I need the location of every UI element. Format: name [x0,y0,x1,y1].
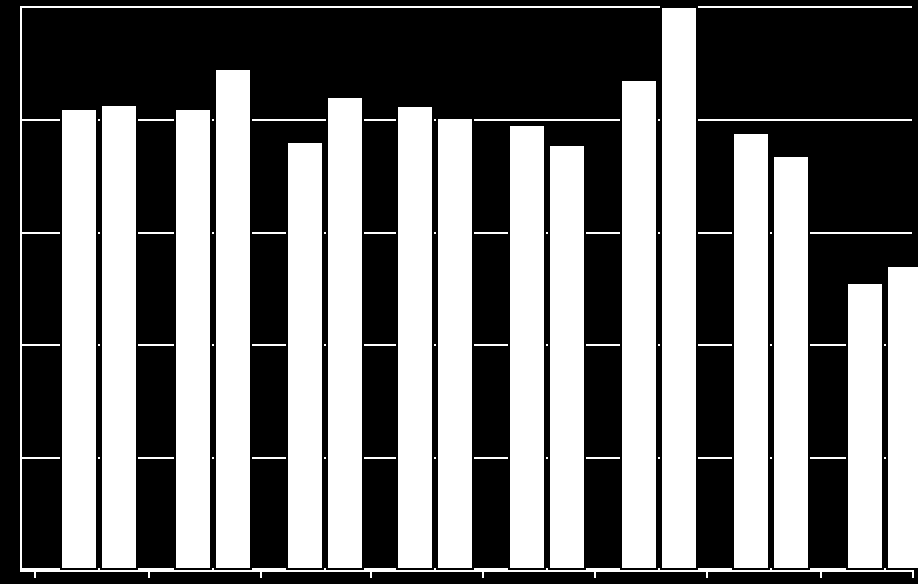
x-tick [370,570,372,578]
gridline [20,6,912,8]
x-tick [482,570,484,578]
x-tick [820,570,822,578]
x-tick [594,570,596,578]
bar [174,108,212,570]
x-tick [260,570,262,578]
x-tick [912,570,914,578]
x-tick [148,570,150,578]
bar [772,155,810,570]
bar [60,108,98,570]
y-axis [20,6,22,570]
bar [660,6,698,570]
bar [620,79,658,570]
bar [326,96,364,570]
x-tick [706,570,708,578]
bar [548,144,586,570]
bar [214,68,252,570]
bar [396,105,434,570]
plot-area [20,6,912,570]
bar [286,141,324,570]
gridline [20,570,912,572]
bar [886,265,918,570]
bar [436,117,474,570]
bar-chart [0,0,918,584]
bar [508,124,546,570]
bar [100,104,138,570]
bar [732,132,770,570]
bar [846,282,884,570]
x-tick [34,570,36,578]
